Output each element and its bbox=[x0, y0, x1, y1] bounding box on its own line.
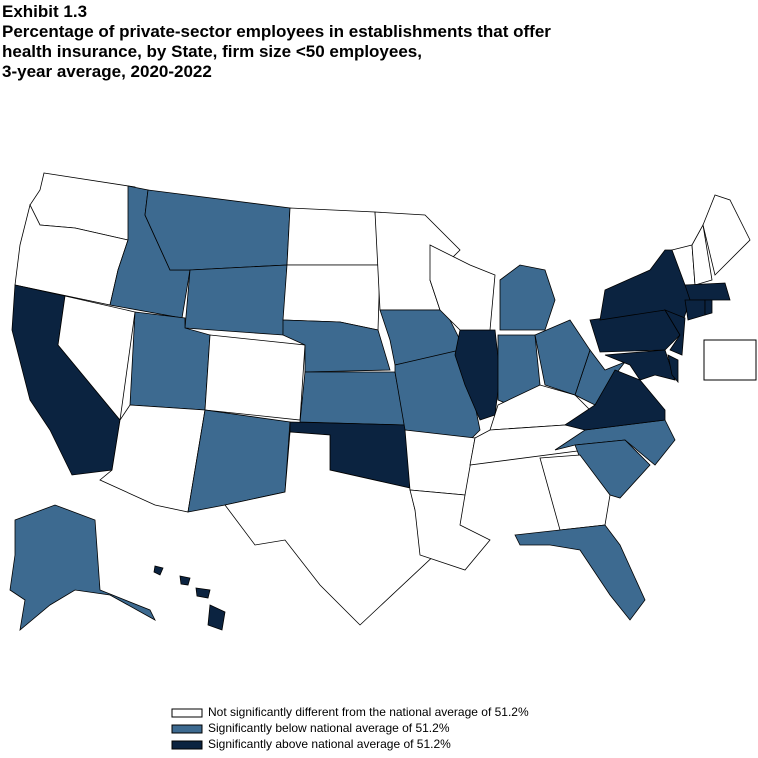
state bbox=[144, 189, 291, 271]
legend-label: Not significantly different from the nat… bbox=[208, 705, 529, 719]
state bbox=[691, 223, 713, 286]
state bbox=[664, 309, 686, 356]
state bbox=[179, 575, 191, 586]
state bbox=[429, 244, 496, 331]
state bbox=[454, 329, 501, 421]
state bbox=[684, 282, 731, 301]
legend-swatch bbox=[171, 708, 203, 718]
state bbox=[514, 524, 646, 621]
legend-label: Significantly above national average of … bbox=[208, 737, 451, 751]
title-line: 3-year average, 2020-2022 bbox=[2, 62, 212, 81]
legend-label: Significantly below national average of … bbox=[208, 721, 450, 735]
state bbox=[282, 319, 391, 373]
state bbox=[224, 431, 441, 626]
state bbox=[564, 369, 666, 431]
state bbox=[704, 299, 713, 316]
state bbox=[604, 349, 676, 381]
state bbox=[409, 489, 491, 571]
state bbox=[204, 334, 306, 421]
state bbox=[684, 299, 706, 321]
state bbox=[499, 264, 556, 331]
state bbox=[404, 429, 476, 496]
legend-swatch bbox=[171, 724, 203, 734]
title-line: health insurance, by State, firm size <5… bbox=[2, 42, 422, 61]
exhibit-label: Exhibit 1.3 bbox=[2, 2, 88, 21]
title-line: Percentage of private-sector employees i… bbox=[2, 22, 551, 41]
state bbox=[702, 194, 751, 276]
state bbox=[153, 565, 164, 576]
state bbox=[534, 319, 591, 396]
state bbox=[299, 371, 406, 426]
state bbox=[195, 587, 211, 599]
inset-box bbox=[703, 339, 757, 381]
state bbox=[667, 354, 679, 384]
state bbox=[184, 264, 288, 336]
state bbox=[286, 207, 381, 266]
state bbox=[207, 604, 226, 631]
state bbox=[539, 454, 611, 531]
legend-swatch bbox=[171, 740, 203, 750]
state bbox=[9, 504, 156, 631]
